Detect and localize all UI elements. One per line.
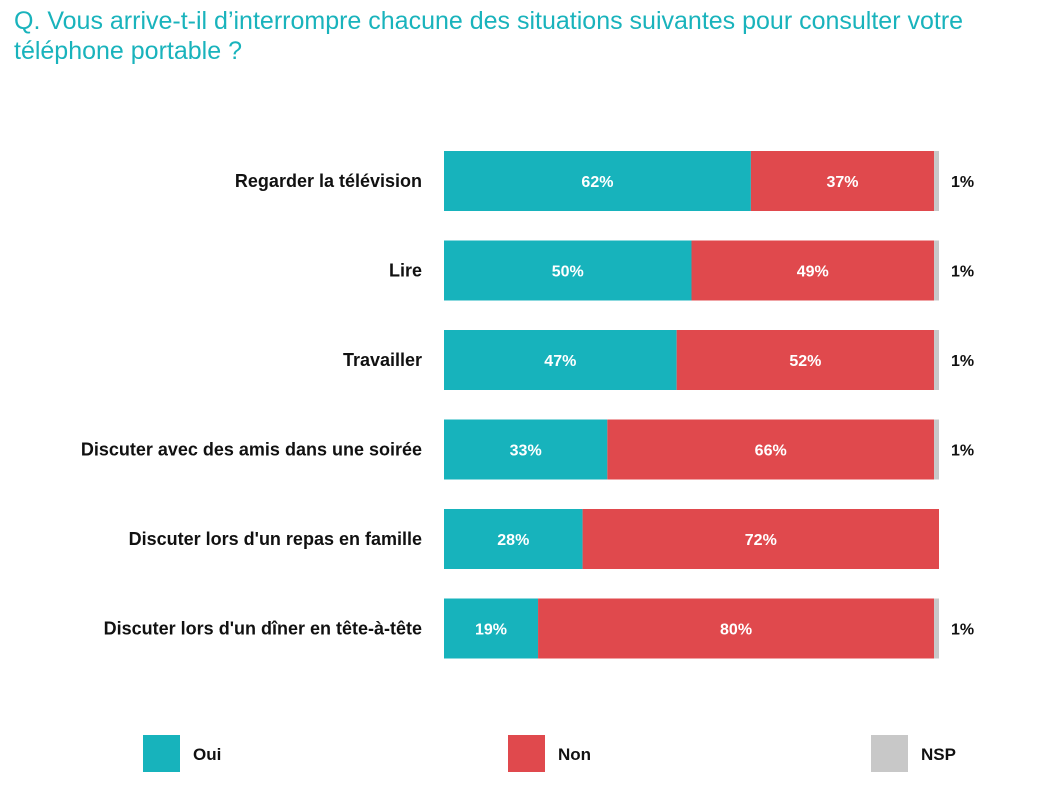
bar-segment-non (750, 151, 935, 211)
category-label: Discuter lors d'un dîner en tête-à-tête (104, 619, 422, 639)
category-label: Regarder la télévision (235, 171, 422, 191)
bar-row: Lire 50% 49% 1% (389, 240, 974, 301)
bar-segment-oui (444, 598, 539, 659)
category-label: Discuter avec des amis dans une soirée (81, 440, 422, 460)
data-label: 50% (552, 264, 584, 281)
data-label: 1% (951, 353, 974, 370)
data-label: 28% (497, 532, 529, 549)
bar-row: Discuter lors d'un repas en famille 28% 72… (129, 509, 939, 569)
bar-segment-non (538, 598, 935, 659)
legend-label: NSP (921, 745, 956, 764)
bar-segment-non (607, 419, 935, 480)
data-label: 62% (581, 174, 613, 191)
bar-segment-non (582, 509, 939, 569)
bar-segment-nsp (934, 330, 939, 390)
legend-label: Non (558, 745, 591, 764)
data-label: 52% (789, 353, 821, 370)
legend-swatch (143, 735, 180, 772)
bar-segment-nsp (934, 240, 939, 301)
bar-segment-nsp (934, 419, 939, 480)
data-label: 1% (951, 622, 974, 639)
bar-segment-oui (444, 240, 692, 301)
bar-row: Regarder la télévision 62% 37% 1% (235, 151, 974, 211)
legend: Oui Non NSP (143, 735, 956, 772)
bar-segment-oui (444, 419, 608, 480)
category-label: Travailler (343, 350, 422, 370)
chart-title: Q. Vous arrive-t-il d’interrompre chacun… (14, 7, 964, 65)
bar-row: Travailler 47% 52% 1% (343, 330, 974, 390)
chart-rows: Regarder la télévision 62% 37% 1% Lire 50% 49%… (81, 151, 974, 659)
data-label: 47% (544, 353, 576, 370)
data-label: 19% (475, 622, 507, 639)
category-label: Lire (389, 261, 422, 281)
bar-segment-non (691, 240, 935, 301)
data-label: 72% (745, 532, 777, 549)
bar-segment-oui (444, 151, 751, 211)
legend-label: Oui (193, 745, 221, 764)
data-label: 1% (951, 443, 974, 460)
data-label: 1% (951, 174, 974, 191)
data-label: 1% (951, 264, 974, 281)
bar-segment-oui (444, 330, 677, 390)
bar-segment-nsp (934, 598, 939, 659)
data-label: 37% (826, 174, 858, 191)
legend-item: NSP (871, 735, 956, 772)
bar-segment-oui (444, 509, 583, 569)
legend-swatch (871, 735, 908, 772)
data-label: 80% (720, 622, 752, 639)
data-label: 49% (797, 264, 829, 281)
legend-item: Oui (143, 735, 221, 772)
bar-row: Discuter avec des amis dans une soirée 33… (81, 419, 974, 480)
bar-segment-nsp (934, 151, 939, 211)
legend-swatch (508, 735, 545, 772)
data-label: 66% (755, 443, 787, 460)
bar-row: Discuter lors d'un dîner en tête-à-tête 1… (104, 598, 974, 659)
bar-segment-non (676, 330, 935, 390)
legend-item: Non (508, 735, 591, 772)
category-label: Discuter lors d'un repas en famille (129, 529, 422, 549)
data-label: 33% (510, 443, 542, 460)
